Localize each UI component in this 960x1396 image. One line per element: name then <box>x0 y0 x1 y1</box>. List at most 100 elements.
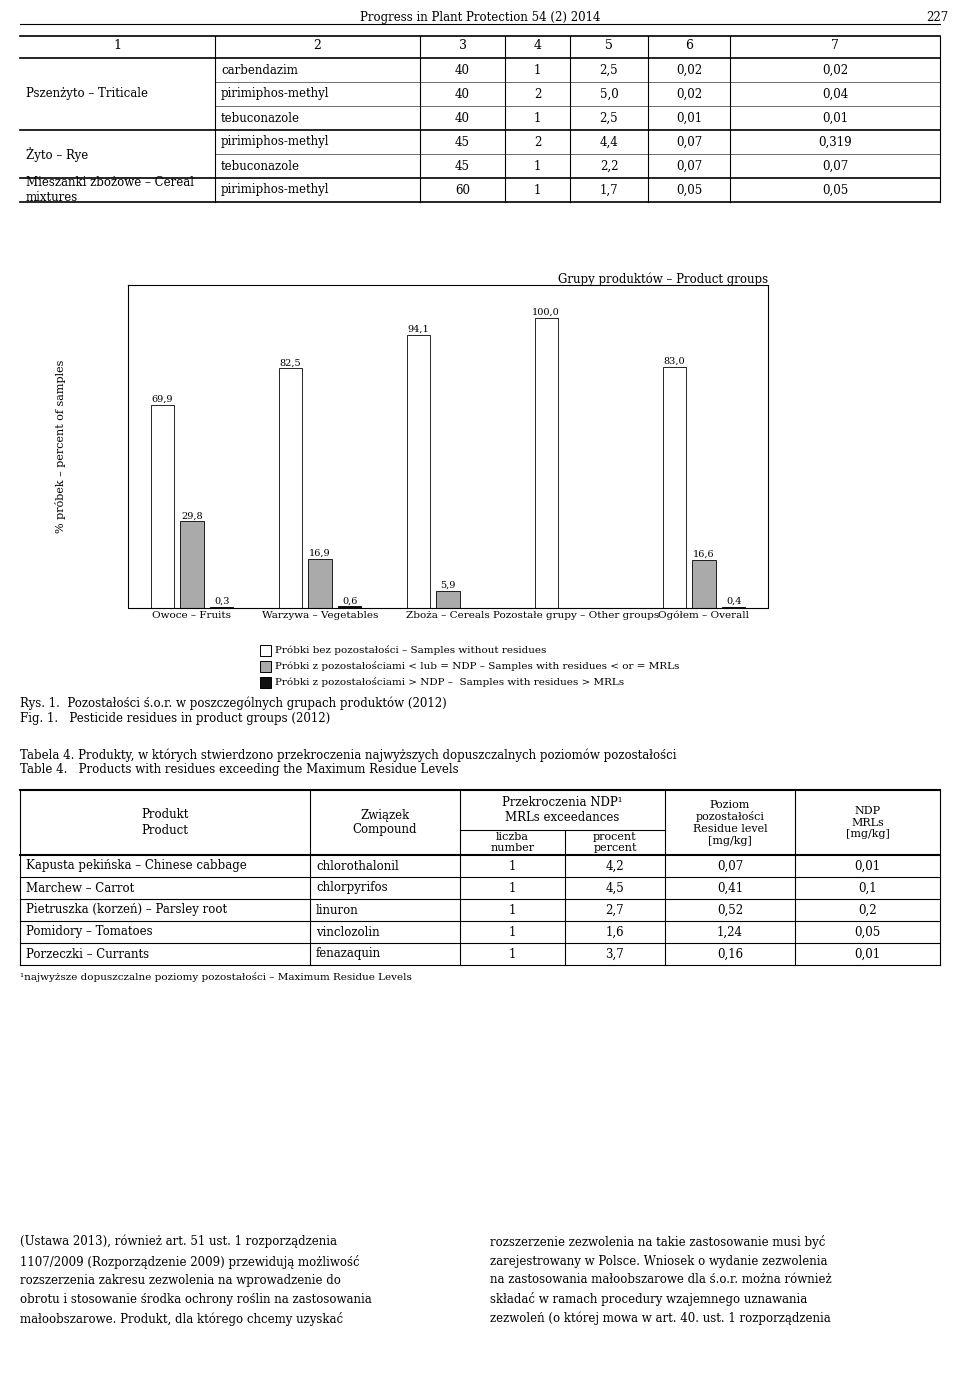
Text: pirimiphos-methyl: pirimiphos-methyl <box>221 88 329 101</box>
Text: 0,01: 0,01 <box>822 112 848 124</box>
Text: 0,05: 0,05 <box>854 926 880 938</box>
Text: 0,1: 0,1 <box>858 881 876 895</box>
Text: Próbki bez pozostałości – Samples without residues: Próbki bez pozostałości – Samples withou… <box>275 645 546 655</box>
Text: chlorothalonil: chlorothalonil <box>316 860 398 872</box>
Text: Porzeczki – Currants: Porzeczki – Currants <box>26 948 149 960</box>
Text: Kapusta pekińska – Chinese cabbage: Kapusta pekińska – Chinese cabbage <box>26 860 247 872</box>
Text: Owoce – Fruits: Owoce – Fruits <box>153 611 231 620</box>
Text: 40: 40 <box>455 63 470 77</box>
Text: Pietruszka (korzeń) – Parsley root: Pietruszka (korzeń) – Parsley root <box>26 903 228 917</box>
Text: 0,4: 0,4 <box>726 597 742 606</box>
Text: 100,0: 100,0 <box>532 307 560 317</box>
Text: 2,7: 2,7 <box>606 903 624 917</box>
Text: 29,8: 29,8 <box>181 511 203 521</box>
Text: 4: 4 <box>534 39 541 52</box>
Text: Związek
Compound: Związek Compound <box>352 808 418 836</box>
Text: 0,05: 0,05 <box>676 183 702 197</box>
Text: 0,3: 0,3 <box>214 597 229 606</box>
Text: 1,6: 1,6 <box>606 926 624 938</box>
Text: 2: 2 <box>534 88 541 101</box>
Text: 16,6: 16,6 <box>693 550 715 558</box>
Text: 0,07: 0,07 <box>676 135 702 148</box>
Bar <box>662 367 685 609</box>
Text: liczba
number: liczba number <box>491 832 535 853</box>
Text: Pomidory – Tomatoes: Pomidory – Tomatoes <box>26 926 153 938</box>
Text: 45: 45 <box>455 135 470 148</box>
Text: 1: 1 <box>509 903 516 917</box>
Text: 0,01: 0,01 <box>854 948 880 960</box>
Text: tebuconazole: tebuconazole <box>221 112 300 124</box>
Text: 6: 6 <box>685 39 693 52</box>
Bar <box>260 645 271 656</box>
Text: 0,6: 0,6 <box>343 596 358 606</box>
Text: rozszerzenie zezwolenia na takie zastosowanie musi być
zarejestrowany w Polsce. : rozszerzenie zezwolenia na takie zastoso… <box>490 1235 831 1325</box>
Text: 83,0: 83,0 <box>663 357 684 366</box>
Text: Grupy produktów – Product groups: Grupy produktów – Product groups <box>558 272 768 286</box>
Bar <box>406 335 429 609</box>
Text: 5,9: 5,9 <box>441 581 456 591</box>
Text: 2,2: 2,2 <box>600 159 618 173</box>
Text: linuron: linuron <box>316 903 359 917</box>
Text: 1: 1 <box>534 183 541 197</box>
Text: Próbki z pozostałościami > NDP –  Samples with residues > MRLs: Próbki z pozostałościami > NDP – Samples… <box>275 677 624 687</box>
Bar <box>260 677 271 688</box>
Text: 40: 40 <box>455 112 470 124</box>
Text: 16,9: 16,9 <box>309 549 331 558</box>
Bar <box>278 369 301 609</box>
Bar <box>437 591 460 609</box>
Text: Produkt
Product: Produkt Product <box>141 808 189 836</box>
Text: 7: 7 <box>831 39 839 52</box>
Text: 0,07: 0,07 <box>717 860 743 872</box>
Text: 2: 2 <box>534 135 541 148</box>
Text: (Ustawa 2013), również art. 51 ust. 1 rozporządzenia
1107/2009 (Rozporządzenie 2: (Ustawa 2013), również art. 51 ust. 1 ro… <box>20 1235 372 1326</box>
Bar <box>151 405 174 609</box>
Text: 0,02: 0,02 <box>676 63 702 77</box>
Text: 0,16: 0,16 <box>717 948 743 960</box>
Text: 0,2: 0,2 <box>858 903 876 917</box>
Text: Tabela 4. Produkty, w których stwierdzono przekroczenia najwyższych dopuszczalny: Tabela 4. Produkty, w których stwierdzon… <box>20 748 677 761</box>
Text: fenazaquin: fenazaquin <box>316 948 381 960</box>
Bar <box>308 558 331 609</box>
Text: Pszenżyto – Triticale: Pszenżyto – Triticale <box>26 88 148 101</box>
Text: Warzywa – Vegetables: Warzywa – Vegetables <box>262 611 378 620</box>
Text: Fig. 1.   Pesticide residues in product groups (2012): Fig. 1. Pesticide residues in product gr… <box>20 712 330 725</box>
Bar <box>339 606 362 609</box>
Text: Próbki z pozostałościami < lub = NDP – Samples with residues < or = MRLs: Próbki z pozostałościami < lub = NDP – S… <box>275 660 680 670</box>
Text: tebuconazole: tebuconazole <box>221 159 300 173</box>
Text: 1: 1 <box>113 39 122 52</box>
Text: Marchew – Carrot: Marchew – Carrot <box>26 881 134 895</box>
Text: carbendazim: carbendazim <box>221 63 298 77</box>
Text: 1: 1 <box>509 948 516 960</box>
Text: 4,5: 4,5 <box>606 881 624 895</box>
Text: 1: 1 <box>534 63 541 77</box>
Text: 1: 1 <box>509 881 516 895</box>
Text: 0,02: 0,02 <box>822 63 848 77</box>
Text: 82,5: 82,5 <box>279 359 300 367</box>
Text: 2: 2 <box>314 39 322 52</box>
Text: 3: 3 <box>459 39 467 52</box>
Text: 1: 1 <box>509 860 516 872</box>
Text: 0,07: 0,07 <box>676 159 702 173</box>
Text: procent
percent: procent percent <box>593 832 636 853</box>
Text: pirimiphos-methyl: pirimiphos-methyl <box>221 183 329 197</box>
Text: 2,5: 2,5 <box>600 63 618 77</box>
Text: 69,9: 69,9 <box>152 395 173 403</box>
Bar <box>180 522 204 609</box>
Text: 0,05: 0,05 <box>822 183 848 197</box>
Text: 0,04: 0,04 <box>822 88 848 101</box>
Bar <box>535 317 558 609</box>
Text: 45: 45 <box>455 159 470 173</box>
Text: 1: 1 <box>509 926 516 938</box>
Text: 0,01: 0,01 <box>854 860 880 872</box>
Text: Rys. 1.  Pozostałości ś.o.r. w poszczególnych grupach produktów (2012): Rys. 1. Pozostałości ś.o.r. w poszczegól… <box>20 697 446 711</box>
Text: Pozostałe grupy – Other groups: Pozostałe grupy – Other groups <box>492 611 660 620</box>
Text: 0,01: 0,01 <box>676 112 702 124</box>
Text: 1,7: 1,7 <box>600 183 618 197</box>
Text: ¹najwyższe dopuszczalne poziomy pozostałości – Maximum Residue Levels: ¹najwyższe dopuszczalne poziomy pozostał… <box>20 972 412 981</box>
Text: 60: 60 <box>455 183 470 197</box>
Text: 0,41: 0,41 <box>717 881 743 895</box>
Text: NDP
MRLs
[mg/kg]: NDP MRLs [mg/kg] <box>846 805 889 839</box>
Text: 1: 1 <box>534 159 541 173</box>
Text: Mieszanki zbożowe – Cereal
mixtures: Mieszanki zbożowe – Cereal mixtures <box>26 176 194 204</box>
Text: 1: 1 <box>534 112 541 124</box>
